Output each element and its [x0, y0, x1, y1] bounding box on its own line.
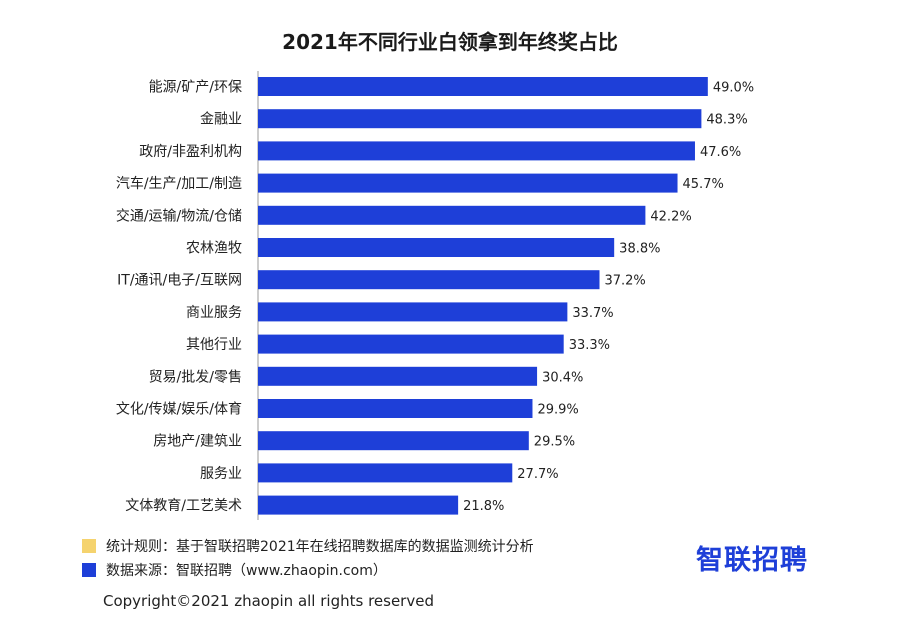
value-label: 37.2%: [604, 274, 645, 289]
category-label: 政府/非盈利机构: [139, 144, 242, 160]
bar: [258, 270, 600, 290]
value-label: 48.3%: [706, 113, 747, 128]
value-label: 38.8%: [619, 242, 660, 257]
bar: [258, 77, 708, 96]
bar: [258, 399, 533, 418]
bar: [258, 238, 615, 257]
note-rule: 统计规则：基于智联招聘2021年在线招聘数据库的数据监测统计分析: [82, 534, 534, 558]
value-label: 27.7%: [517, 467, 558, 482]
category-label: 金融业: [200, 112, 242, 128]
category-label: 文化/传媒/娱乐/体育: [116, 402, 242, 418]
category-label: IT/通讯/电子/互联网: [117, 273, 242, 289]
value-label: 42.2%: [650, 209, 691, 224]
rule-text: 统计规则：基于智联招聘2021年在线招聘数据库的数据监测统计分析: [106, 539, 534, 555]
bar-chart: 能源/矿产/环保 49.0% 金融业 48.3% 政府/非盈利机构 47.6% 汽车/生产/…: [116, 71, 754, 520]
notes-legend: 统计规则：基于智联招聘2021年在线招聘数据库的数据监测统计分析 数据来源：智联…: [82, 534, 534, 582]
category-label: 汽车/生产/加工/制造: [116, 175, 242, 192]
bar: [258, 173, 678, 193]
rule-swatch-icon: [82, 539, 96, 553]
value-label: 33.3%: [569, 338, 610, 353]
bar: [258, 463, 513, 483]
value-label: 45.7%: [683, 177, 724, 192]
category-label: 其他行业: [186, 337, 242, 353]
chart-title: 2021年不同行业白领拿到年终奖占比: [282, 30, 618, 54]
value-label: 29.9%: [537, 403, 578, 418]
bar: [258, 334, 564, 354]
category-label: 交通/运输/物流/仓储: [116, 207, 242, 224]
source-swatch-icon: [82, 563, 96, 577]
value-label: 33.7%: [572, 306, 613, 321]
category-label: 房地产/建筑业: [153, 434, 242, 450]
bar: [258, 205, 646, 225]
bar: [258, 431, 529, 451]
category-label: 服务业: [200, 466, 242, 482]
category-label: 文体教育/工艺美术: [125, 498, 242, 514]
bar: [258, 141, 695, 161]
bar: [258, 302, 568, 322]
bar: [258, 366, 538, 386]
value-label: 29.5%: [534, 435, 575, 450]
category-label: 商业服务: [186, 305, 242, 321]
brand-logo: 智联招聘: [696, 545, 808, 576]
bar: [258, 109, 702, 129]
category-label: 能源/矿产/环保: [149, 80, 242, 96]
value-label: 49.0%: [713, 81, 754, 96]
copyright-text: Copyright©2021 zhaopin all rights reserv…: [103, 592, 434, 610]
value-label: 30.4%: [542, 370, 583, 385]
bar: [258, 495, 459, 515]
note-source: 数据来源：智联招聘（www.zhaopin.com）: [82, 558, 534, 582]
category-label: 贸易/批发/零售: [149, 369, 242, 385]
source-text: 数据来源：智联招聘（www.zhaopin.com）: [106, 563, 387, 579]
value-label: 21.8%: [463, 499, 504, 514]
value-label: 47.6%: [700, 145, 741, 160]
category-label: 农林渔牧: [186, 241, 242, 257]
